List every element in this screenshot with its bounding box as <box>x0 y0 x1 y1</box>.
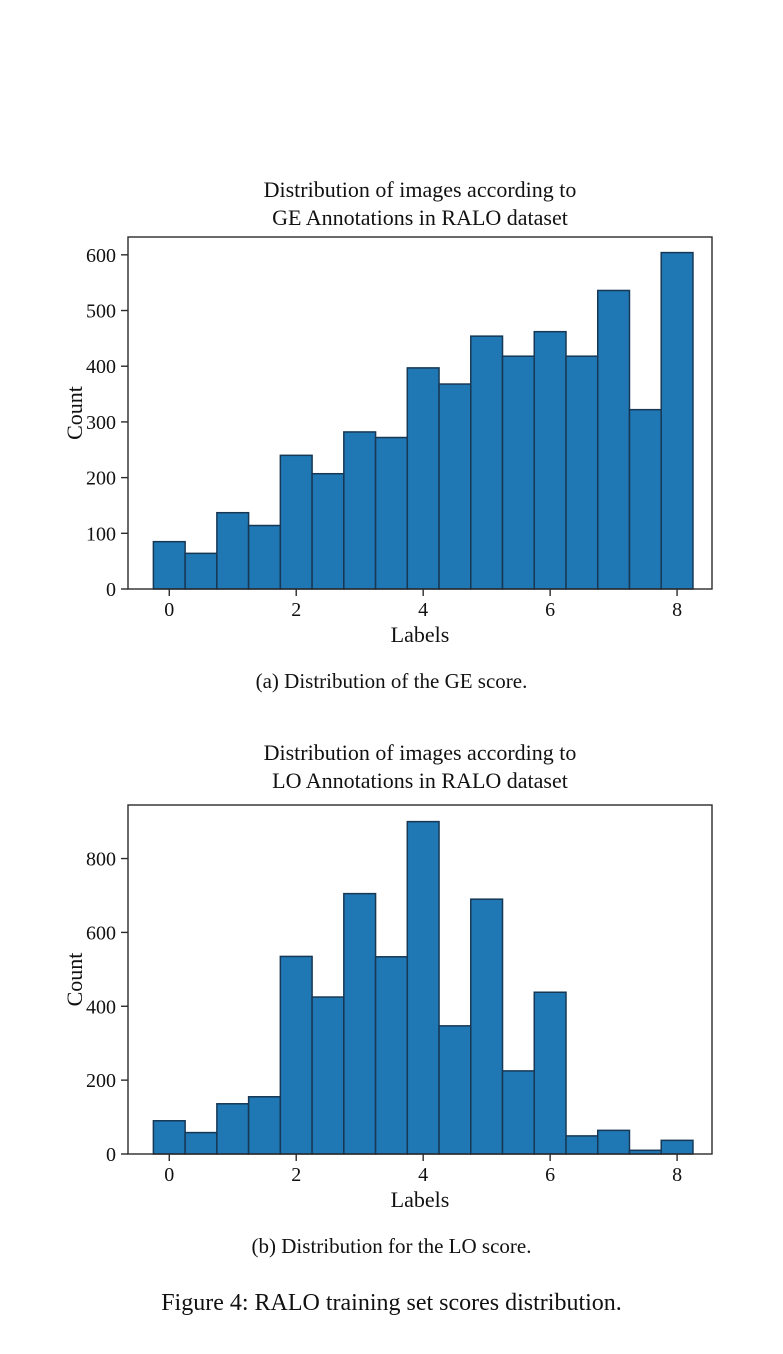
lo-histogram: 0 200 400 600 800 0 2 4 6 8 Labels Count <box>62 804 713 1212</box>
histogram-bar <box>533 991 567 1155</box>
x-tick-label: 6 <box>545 1164 555 1186</box>
y-tick-label: 800 <box>86 849 116 871</box>
figure-caption: Figure 4: RALO training set scores distr… <box>161 1290 622 1316</box>
histogram-bar <box>628 408 662 590</box>
histogram-bar <box>184 552 218 590</box>
x-tick-label: 2 <box>291 599 301 621</box>
plot-border <box>127 804 713 1155</box>
histogram-bar <box>470 898 504 1155</box>
x-tick-label: 0 <box>164 599 174 621</box>
histogram-bar <box>311 996 345 1155</box>
x-tick-label: 2 <box>291 1164 301 1186</box>
x-tick-label: 6 <box>545 599 555 621</box>
y-tick-label: 100 <box>86 523 116 545</box>
histogram-bar <box>374 956 409 1155</box>
x-tick-label: 4 <box>418 599 428 621</box>
histogram-bar <box>438 1025 472 1155</box>
ge-histogram: 0 100 200 300 400 500 600 0 2 4 6 8 Labels Count <box>62 236 713 647</box>
y-tick-label: 200 <box>86 1070 116 1092</box>
x-tick-label: 8 <box>672 1164 682 1186</box>
y-tick-label: 500 <box>86 301 116 323</box>
histogram-bar <box>470 335 504 590</box>
x-axis-label: Labels <box>391 622 450 647</box>
histogram-bar <box>279 955 313 1155</box>
subcaption-b: (b) Distribution for the LO score. <box>251 1234 532 1258</box>
histogram-bar <box>152 540 186 590</box>
y-tick-label: 400 <box>86 996 116 1018</box>
histogram-bar <box>596 289 631 590</box>
y-tick-label: 400 <box>86 356 116 378</box>
y-axis-label: Count <box>62 386 87 440</box>
y-tick-label: 600 <box>86 922 116 944</box>
histogram-bar <box>343 431 377 590</box>
y-tick-label: 0 <box>106 579 116 601</box>
histogram-bar <box>152 1120 186 1155</box>
plot-border <box>127 236 713 590</box>
histogram-bar <box>311 472 345 590</box>
lo-chart-title: Distribution of images according to LO A… <box>263 740 577 793</box>
histogram-bar <box>406 367 440 590</box>
subcaption-a: (a) Distribution of the GE score. <box>255 669 528 693</box>
histogram-bar <box>660 251 694 590</box>
histogram-bar <box>501 1070 536 1155</box>
histogram-bar <box>343 892 377 1155</box>
histogram-bar <box>596 1129 631 1155</box>
x-tick-label: 8 <box>672 599 682 621</box>
histogram-bar <box>533 330 567 590</box>
histogram-bar <box>216 1103 250 1155</box>
ge-chart-title: Distribution of images according to GE A… <box>263 177 577 230</box>
x-tick-label: 0 <box>164 1164 174 1186</box>
histogram-bar <box>565 1135 599 1155</box>
histogram-bar <box>501 355 536 590</box>
x-tick-label: 4 <box>418 1164 428 1186</box>
histogram-bar <box>184 1131 218 1155</box>
histogram-bar <box>660 1139 694 1155</box>
y-tick-label: 300 <box>86 412 116 434</box>
y-tick-label: 0 <box>106 1144 116 1166</box>
y-tick-label: 200 <box>86 468 116 490</box>
histogram-bar <box>438 383 472 590</box>
histogram-bar <box>374 436 409 590</box>
histogram-bar <box>279 454 313 590</box>
histogram-bar <box>247 1096 282 1155</box>
x-axis-label: Labels <box>391 1187 450 1212</box>
y-axis-label: Count <box>62 953 87 1007</box>
histogram-bar <box>406 820 440 1155</box>
histogram-bar <box>247 524 282 590</box>
histogram-bar <box>216 511 250 590</box>
histogram-bar <box>565 355 599 590</box>
y-tick-label: 600 <box>86 245 116 267</box>
